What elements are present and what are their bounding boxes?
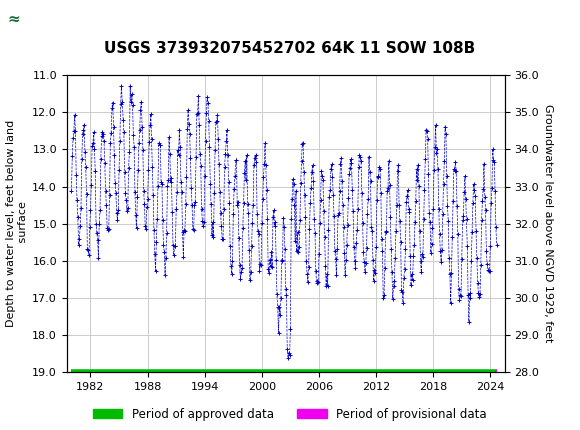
Y-axis label: Depth to water level, feet below land
 surface: Depth to water level, feet below land su…	[6, 120, 28, 327]
Y-axis label: Groundwater level above NGVD 1929, feet: Groundwater level above NGVD 1929, feet	[543, 104, 553, 343]
Text: USGS 373932075452702 64K 11 SOW 108B: USGS 373932075452702 64K 11 SOW 108B	[104, 41, 476, 56]
Text: ≈: ≈	[8, 12, 20, 27]
Bar	[3, 3, 61, 36]
Text: USGS: USGS	[28, 12, 70, 26]
Legend: Period of approved data, Period of provisional data: Period of approved data, Period of provi…	[89, 404, 491, 424]
